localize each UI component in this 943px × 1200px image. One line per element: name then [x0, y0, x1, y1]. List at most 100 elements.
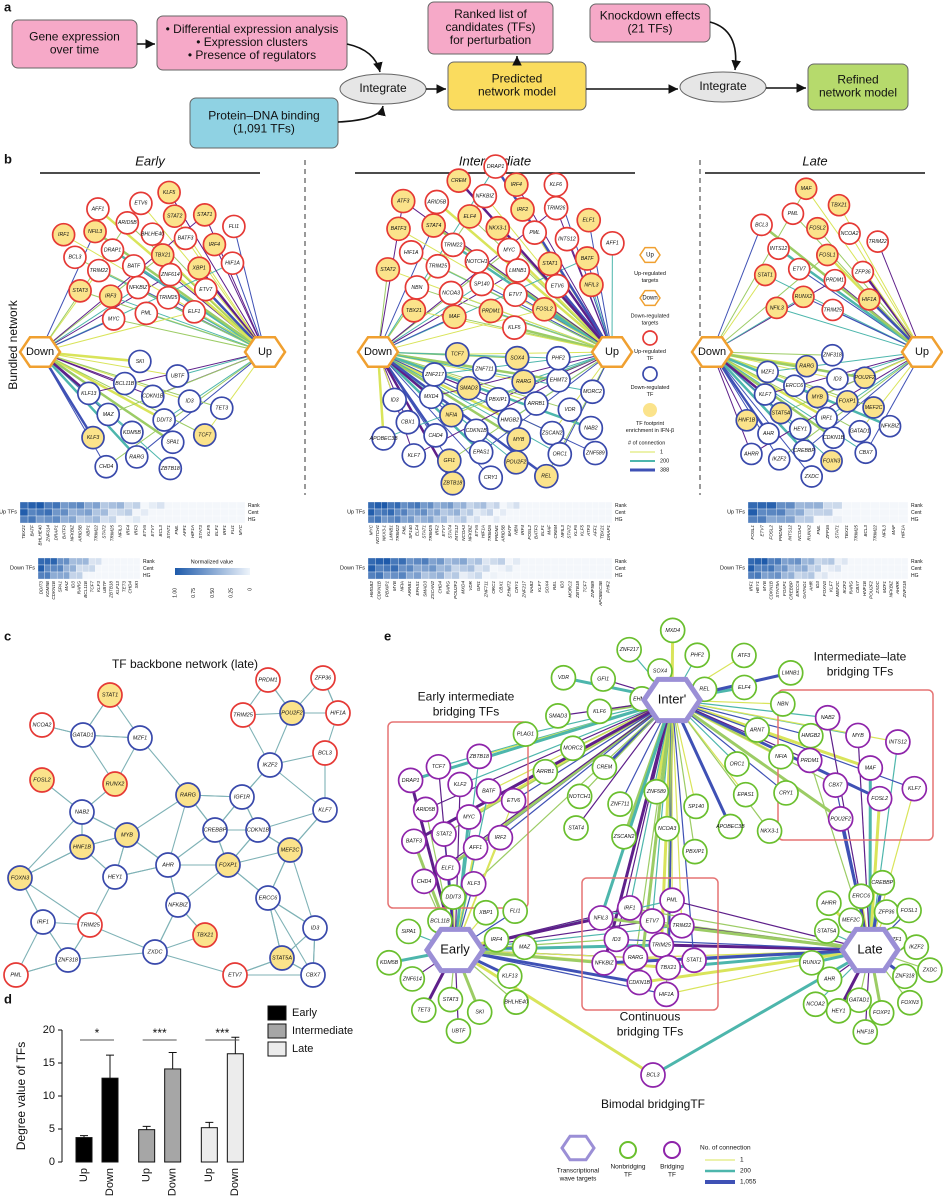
heatmap-cell	[832, 501, 843, 510]
heatmap-cell	[512, 564, 521, 573]
node-label: STAT5A	[272, 955, 292, 961]
tf-node	[140, 384, 165, 409]
x-tick-label: Up	[141, 1168, 153, 1182]
tf-node	[478, 465, 504, 491]
node-label: IRF2	[495, 835, 507, 841]
heatmap-cell	[566, 557, 575, 566]
heatmap-cell	[801, 571, 809, 580]
node-label: BCL11B	[115, 381, 134, 387]
legend-text: Bridging	[660, 1164, 684, 1171]
flow-text: network model	[478, 85, 556, 99]
tf-node	[822, 426, 845, 450]
heatmap-cell	[585, 515, 593, 524]
heatmap-cell	[588, 571, 597, 580]
heatmap-cell	[394, 515, 402, 524]
heatmap-cell	[881, 571, 889, 580]
heatmap-cell	[581, 557, 590, 566]
connector	[39, 350, 165, 422]
heatmap-cell	[847, 571, 855, 580]
tf-node	[425, 253, 451, 279]
bar	[75, 1137, 93, 1163]
error-bar	[142, 1125, 151, 1130]
node-label: FOXN3	[901, 1000, 919, 1006]
node-label: KLF7	[318, 807, 332, 813]
node-label: AHR	[161, 862, 174, 868]
node-label: CBX7	[306, 972, 321, 978]
tf-node	[765, 296, 789, 320]
heatmap-cell	[605, 515, 613, 524]
connector	[500, 699, 673, 839]
heatmap-cell	[413, 557, 422, 566]
tf-node	[503, 449, 529, 475]
legend-text: No. of connection	[700, 1145, 751, 1152]
connector	[767, 351, 923, 373]
tf-node	[310, 665, 336, 691]
error-bar	[106, 1054, 114, 1079]
column-label: MAF	[891, 524, 896, 535]
heatmap-cell	[140, 508, 149, 517]
heatmap-cell	[854, 571, 862, 580]
node-label: NCOA2	[806, 1002, 824, 1008]
heatmap-cell	[407, 508, 415, 517]
error-bar	[205, 1121, 214, 1128]
column-label: ETV7	[759, 525, 764, 537]
tf-node	[543, 172, 569, 198]
connector	[377, 350, 592, 430]
column-label: DRAP1	[606, 525, 611, 541]
heatmap-cell	[394, 508, 402, 517]
legend-node	[643, 403, 657, 417]
tf-node	[544, 273, 570, 299]
node-label: IRF4	[491, 937, 503, 943]
node-label: CRY1	[484, 475, 498, 481]
heatmap-cell	[821, 571, 829, 580]
heatmap-cell	[132, 501, 141, 510]
tf-node	[98, 284, 123, 309]
tf-node	[257, 752, 283, 778]
heatmap-cell	[894, 571, 902, 580]
tf-node	[502, 898, 529, 925]
node-label: FOXP1	[873, 1010, 890, 1016]
heatmap-cell	[532, 508, 540, 517]
tf-node	[788, 417, 812, 441]
heatmap-cell	[889, 501, 899, 510]
tf-node	[795, 354, 819, 378]
node-label: FLI1	[229, 224, 239, 230]
column-label: ZSCAN2	[430, 581, 435, 601]
heatmap-cell	[35, 515, 45, 524]
heatmap-cell	[519, 508, 527, 517]
heatmap-cell	[92, 508, 101, 517]
connector	[671, 899, 871, 951]
node-label: NKX3-1	[760, 828, 779, 834]
node-label: ATF3	[396, 198, 409, 204]
heatmap-cell	[114, 557, 122, 566]
heatmap-cell	[592, 508, 599, 517]
tf-node	[126, 275, 150, 300]
node-label: GATAD1	[72, 732, 93, 738]
heatmap-cell	[851, 501, 862, 510]
tf-node	[767, 237, 790, 261]
column-label: DRAP1	[53, 525, 58, 541]
tf-node	[814, 704, 841, 731]
heatmap-cell	[466, 515, 474, 524]
tf-node	[822, 772, 849, 798]
heatmap-cell	[398, 557, 407, 566]
heatmap-title: Down TFs	[340, 565, 365, 571]
tf-node	[472, 356, 497, 382]
row-label: Cent	[911, 566, 922, 572]
heatmap-cell	[598, 515, 606, 524]
node-label: MYC	[108, 316, 120, 322]
heatmap-cell	[120, 564, 128, 573]
node-label: ZNF711	[474, 366, 493, 372]
node-label: MYC	[503, 247, 515, 253]
heatmap-cell	[520, 571, 529, 580]
bar	[226, 1053, 244, 1163]
heatmap-cell	[520, 564, 529, 573]
heatmap-cell	[76, 508, 85, 517]
heatmap-cell	[754, 564, 762, 573]
column-label: KDM5B	[45, 581, 50, 597]
heatmap-cell	[63, 564, 71, 573]
node-label: NCOA2	[33, 722, 52, 728]
heatmap-cell	[148, 515, 157, 524]
connector	[711, 351, 752, 455]
panel-label: c	[4, 628, 11, 643]
